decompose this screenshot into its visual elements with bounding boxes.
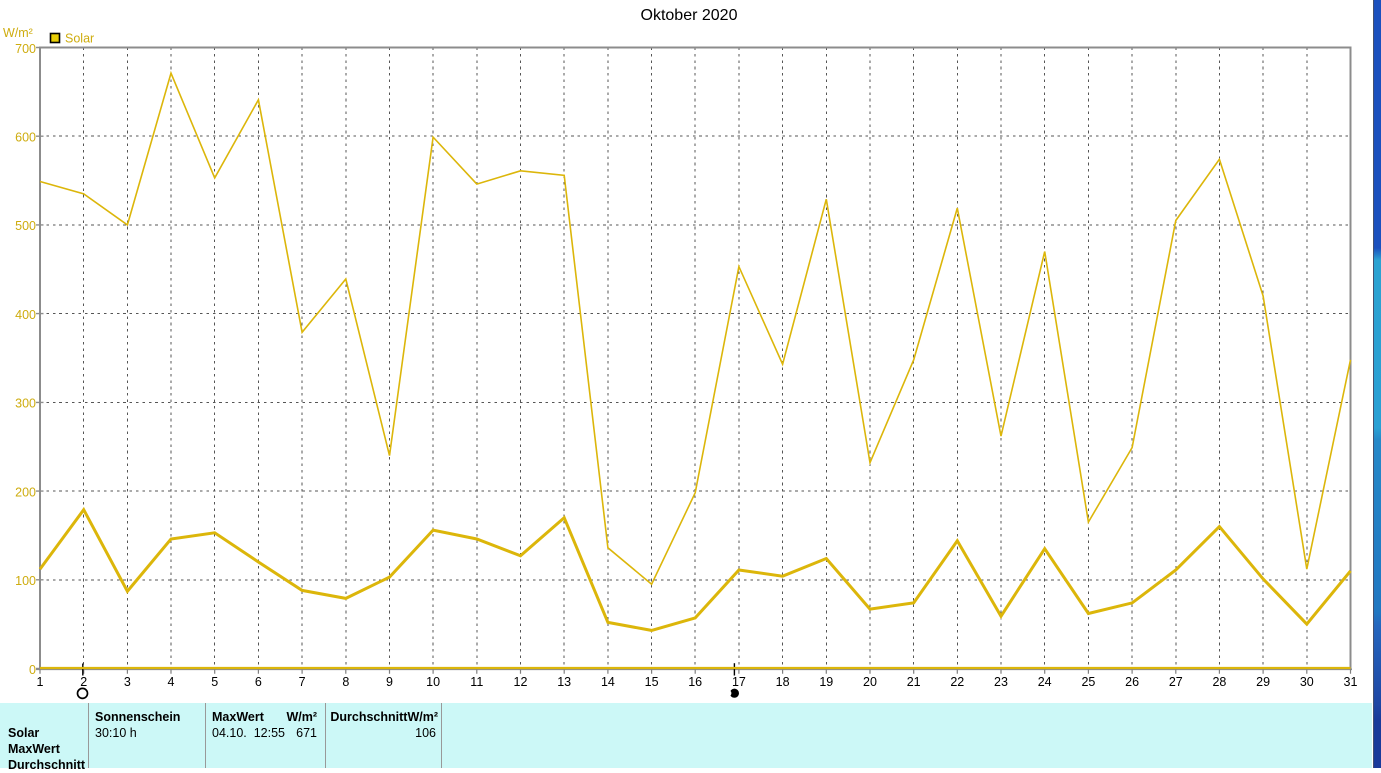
svg-text:W/m²: W/m² (3, 26, 33, 40)
svg-text:17: 17 (732, 675, 746, 689)
svg-text:400: 400 (15, 308, 36, 322)
svg-text:4: 4 (168, 675, 175, 689)
svg-text:6: 6 (255, 675, 262, 689)
svg-text:20: 20 (863, 675, 877, 689)
svg-text:18: 18 (776, 675, 790, 689)
svg-text:30: 30 (1300, 675, 1314, 689)
svg-text:3: 3 (124, 675, 131, 689)
svg-text:26: 26 (1125, 675, 1139, 689)
svg-text:9: 9 (386, 675, 393, 689)
svg-text:200: 200 (15, 485, 36, 499)
svg-text:22: 22 (950, 675, 964, 689)
svg-text:19: 19 (819, 675, 833, 689)
svg-text:14: 14 (601, 675, 615, 689)
svg-text:24: 24 (1038, 675, 1052, 689)
svg-text:7: 7 (299, 675, 306, 689)
svg-text:25: 25 (1081, 675, 1095, 689)
svg-text:11: 11 (470, 675, 483, 689)
svg-text:Oktober 2020: Oktober 2020 (641, 7, 738, 24)
svg-text:27: 27 (1169, 675, 1183, 689)
svg-text:700: 700 (15, 42, 36, 56)
svg-text:31: 31 (1344, 675, 1358, 689)
svg-text:1: 1 (37, 675, 44, 689)
svg-text:13: 13 (557, 675, 571, 689)
svg-text:12: 12 (514, 675, 528, 689)
svg-text:300: 300 (15, 397, 36, 411)
svg-text:21: 21 (907, 675, 921, 689)
svg-text:100: 100 (15, 574, 36, 588)
svg-text:10: 10 (426, 675, 440, 689)
svg-text:Solar: Solar (65, 32, 94, 46)
svg-text:23: 23 (994, 675, 1008, 689)
svg-text:16: 16 (688, 675, 702, 689)
svg-text:15: 15 (645, 675, 659, 689)
svg-text:5: 5 (211, 675, 218, 689)
svg-text:2: 2 (80, 675, 87, 689)
svg-text:0: 0 (29, 663, 36, 677)
svg-text:28: 28 (1212, 675, 1226, 689)
svg-text:8: 8 (342, 675, 349, 689)
svg-text:600: 600 (15, 131, 36, 145)
svg-text:500: 500 (15, 219, 36, 233)
svg-text:29: 29 (1256, 675, 1270, 689)
